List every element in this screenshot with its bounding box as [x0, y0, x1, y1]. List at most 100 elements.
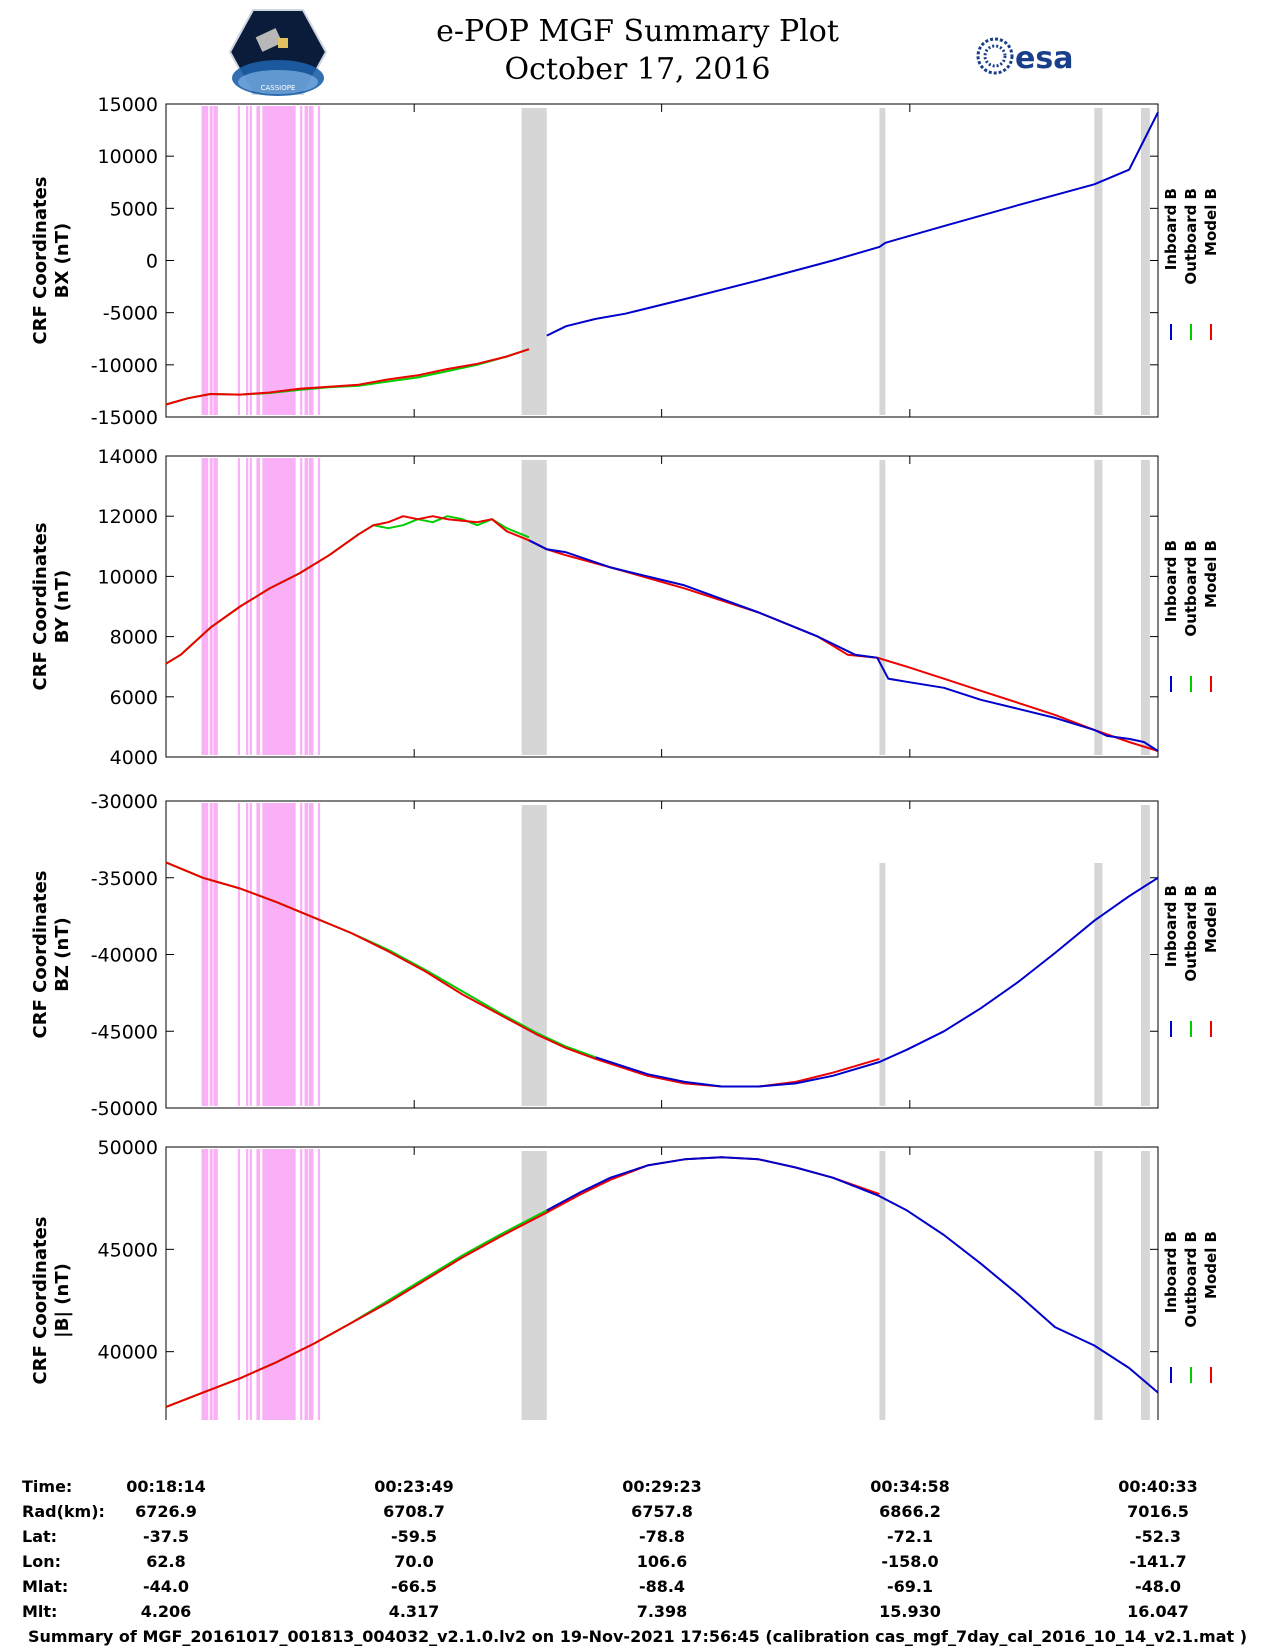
pink-data-band: [300, 803, 303, 1106]
pink-data-band: [237, 1149, 241, 1420]
pink-data-band: [201, 106, 209, 415]
gray-gap-band: [1094, 863, 1103, 1106]
y-axis-label: BY (nT): [52, 570, 73, 644]
table-row-label: Time:: [22, 1477, 73, 1496]
legend-label: Outboard B: [1182, 885, 1200, 982]
pink-data-band: [308, 803, 314, 1106]
table-row-label: Lat:: [22, 1527, 58, 1546]
pink-data-band: [256, 803, 261, 1106]
table-cell-mlat: -48.0: [1134, 1577, 1182, 1596]
y-tick-label: 40000: [98, 1342, 158, 1364]
table-cell-lat: -78.8: [638, 1527, 686, 1546]
series-line-inboard-b: [595, 876, 1159, 1088]
pink-data-band: [246, 1149, 249, 1420]
y-tick-label: 10000: [98, 146, 158, 168]
table-cell-time: 00:23:49: [374, 1477, 454, 1496]
pink-data-band: [304, 1149, 309, 1420]
y-axis-label: CRF Coordinates: [30, 871, 51, 1039]
y-axis-label: CRF Coordinates: [30, 523, 51, 691]
pink-data-band: [246, 458, 249, 755]
pink-data-band: [300, 106, 303, 415]
legend-label: Outboard B: [1182, 188, 1200, 285]
legend-label: Outboard B: [1182, 540, 1200, 637]
table-cell-lat: -59.5: [390, 1527, 438, 1546]
plot-title: e-POP MGF Summary Plot: [436, 14, 839, 49]
y-tick-label: -50000: [91, 1098, 158, 1120]
series-line-inboard-b: [528, 539, 1159, 752]
series-line-outboard-b: [165, 515, 530, 665]
pink-data-band: [237, 106, 241, 415]
table-cell-rad: 6708.7: [383, 1502, 445, 1521]
pink-data-band: [300, 1149, 303, 1420]
legend-label: Inboard B: [1162, 188, 1180, 270]
esa-logo-text: esa: [1015, 41, 1073, 76]
table-cell-mlat: -69.1: [886, 1577, 934, 1596]
y-tick-label: 15000: [98, 94, 158, 116]
pink-data-band: [213, 803, 218, 1106]
table-cell-lon: -158.0: [881, 1552, 939, 1571]
y-tick-label: -35000: [91, 868, 158, 890]
y-tick-label: 12000: [98, 506, 158, 528]
table-cell-lat: -72.1: [886, 1527, 934, 1546]
pink-data-band: [249, 106, 252, 415]
pink-data-band: [256, 1149, 261, 1420]
legend-label: Outboard B: [1182, 1231, 1200, 1328]
pink-data-band: [209, 458, 213, 755]
y-tick-label: -30000: [91, 791, 158, 813]
y-tick-label: -5000: [103, 303, 158, 325]
pink-data-band: [317, 803, 321, 1106]
legend-label: Model B: [1202, 540, 1220, 608]
series-line-model-b: [165, 515, 1159, 752]
y-tick-label: 5000: [110, 198, 158, 220]
pink-data-band: [317, 1149, 321, 1420]
series-line-outboard-b: [165, 1209, 548, 1408]
panel-frame-by: [165, 455, 1159, 758]
legend-label: Inboard B: [1162, 1231, 1180, 1313]
y-axis-label: |B| (nT): [52, 1263, 73, 1338]
pink-data-band: [262, 803, 296, 1106]
panel-frame-bz: [165, 800, 1159, 1109]
esa-logo: esa: [976, 37, 1073, 76]
legend-label: Inboard B: [1162, 885, 1180, 967]
pink-data-band: [237, 803, 241, 1106]
table-cell-time: 00:40:33: [1118, 1477, 1198, 1496]
table-cell-lon: 62.8: [146, 1552, 186, 1571]
gray-gap-band: [879, 460, 886, 755]
pink-data-band: [304, 106, 309, 415]
pink-data-band: [262, 106, 296, 415]
y-axis-label: BX (nT): [52, 223, 73, 298]
panel-frame-bmag: [165, 1146, 1159, 1420]
pink-data-band: [308, 458, 314, 755]
table-row-label: Lon:: [22, 1552, 61, 1571]
y-tick-label: 45000: [98, 1239, 158, 1261]
table-cell-lat: -37.5: [142, 1527, 190, 1546]
gray-gap-band: [1094, 460, 1103, 755]
gray-gap-band: [1140, 460, 1150, 755]
table-cell-rad: 6866.2: [879, 1502, 941, 1521]
series-line-inboard-b: [546, 111, 1159, 337]
y-tick-label: -45000: [91, 1021, 158, 1043]
gray-gap-band: [521, 1151, 547, 1420]
pink-data-band: [304, 803, 309, 1106]
pink-data-band: [246, 106, 249, 415]
legend-label: Model B: [1202, 885, 1220, 953]
gray-gap-band: [1140, 805, 1150, 1106]
series-line-model-b: [165, 348, 530, 406]
pink-data-band: [213, 458, 218, 755]
table-cell-rad: 7016.5: [1127, 1502, 1189, 1521]
table-cell-mlat: -44.0: [142, 1577, 190, 1596]
table-cell-mlt: 4.317: [388, 1602, 440, 1621]
pink-data-band: [308, 1149, 314, 1420]
pink-data-band: [201, 1149, 209, 1420]
pink-data-band: [209, 803, 213, 1106]
pink-data-band: [317, 106, 321, 415]
table-cell-lon: 106.6: [636, 1552, 688, 1571]
table-cell-rad: 6757.8: [631, 1502, 693, 1521]
table-cell-lat: -52.3: [1134, 1527, 1182, 1546]
y-tick-label: -10000: [91, 355, 158, 377]
y-axis-label: BZ (nT): [52, 917, 73, 992]
table-cell-time: 00:29:23: [622, 1477, 702, 1496]
pink-data-band: [308, 106, 314, 415]
gray-gap-band: [521, 108, 547, 415]
